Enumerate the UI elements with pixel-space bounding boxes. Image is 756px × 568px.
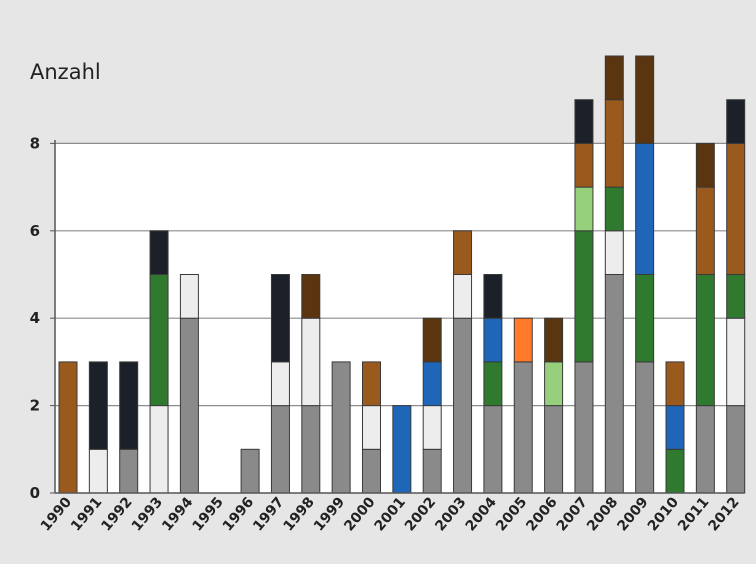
bar-segment [544, 317, 564, 363]
bar-segment [483, 361, 503, 407]
bar-segment [574, 142, 594, 188]
bar-segment [301, 317, 321, 407]
bar-segment [179, 317, 199, 494]
bar-segment [726, 142, 746, 275]
bar-segment [726, 405, 746, 494]
bar-segment [270, 405, 290, 494]
bar-segment [635, 361, 655, 494]
bar-segment [604, 186, 624, 232]
bar-segment [453, 230, 473, 276]
bar-segment [331, 361, 351, 494]
bar-segment [149, 405, 169, 494]
bar-segment [483, 405, 503, 494]
bar-segment [422, 361, 442, 407]
bar-segment [453, 274, 473, 319]
bar-segment [119, 448, 139, 494]
bar-segment [604, 99, 624, 188]
bar-segment [513, 361, 533, 494]
bar-segment [544, 361, 564, 407]
bar-segment [574, 361, 594, 494]
bar-segment [604, 274, 624, 494]
bar-segment [362, 448, 381, 494]
bar-segment [665, 361, 685, 407]
bar-segment [240, 448, 260, 494]
y-axis-label: Anzahl [30, 60, 101, 84]
bar-segment [392, 405, 412, 494]
bar-segment [119, 361, 139, 450]
bar-segment [362, 405, 381, 450]
bar-segment [695, 274, 715, 407]
bar-segment [58, 361, 78, 494]
bar-segment [604, 230, 624, 276]
y-tick-label: 4 [30, 309, 40, 327]
bar-segment [301, 274, 321, 319]
bar-segment [270, 361, 290, 407]
bar-segment [88, 361, 108, 450]
bar-segment [574, 99, 594, 144]
bar-segment [574, 186, 594, 232]
bar-segment [726, 317, 746, 407]
bar-segment [635, 142, 655, 275]
bar-segment [695, 142, 715, 188]
y-tick-label: 2 [30, 397, 40, 415]
bar-segment [635, 55, 655, 144]
bar-segment [149, 230, 169, 276]
bar-segment [726, 274, 746, 319]
bar-segment [726, 99, 746, 144]
bar-segment [179, 274, 199, 319]
bar-segment [362, 361, 381, 407]
bar-segment [483, 274, 503, 319]
bar-segment [513, 317, 533, 363]
bar-segment [665, 448, 685, 494]
y-tick-label: 8 [30, 134, 40, 152]
bar-segment [665, 405, 685, 450]
bar-segment [695, 186, 715, 276]
bar-segment [149, 274, 169, 407]
bar-segment [635, 274, 655, 363]
bar-segment [270, 274, 290, 363]
bar-segment [422, 405, 442, 450]
bar-segment [88, 448, 108, 494]
y-tick-label: 6 [30, 222, 40, 240]
y-axis-ticks: 0 2 4 6 8 [30, 134, 55, 502]
bar-segment [453, 317, 473, 494]
bar-segment [695, 405, 715, 494]
bar-segment [604, 55, 624, 101]
bar-segment [301, 405, 321, 494]
y-tick-label: 0 [30, 484, 40, 502]
bar-segment [422, 448, 442, 494]
bar-segment [574, 230, 594, 363]
bar-segment [483, 317, 503, 363]
bar-segment [544, 405, 564, 494]
bar-segment [422, 317, 442, 363]
